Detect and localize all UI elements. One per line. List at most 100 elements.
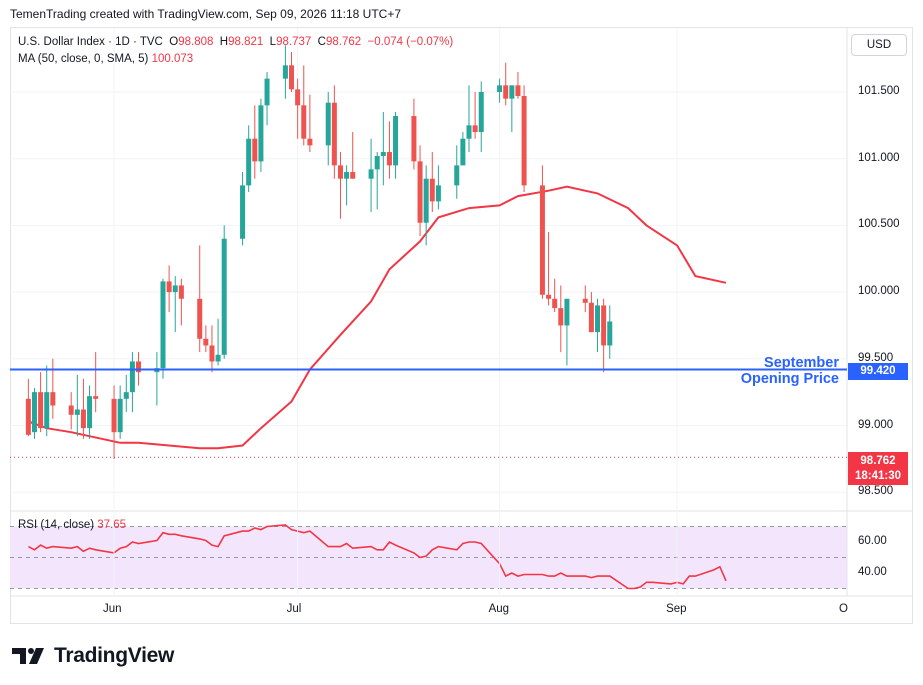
candle [166,265,172,313]
candle [172,276,178,333]
level-price-tag: 99.420 [848,363,908,380]
tradingview-logo[interactable]: TradingView [12,644,174,668]
last-price-tag: 98.762 18:41:30 [848,452,908,485]
candle-body [209,345,215,362]
candle [521,85,527,193]
candle [374,152,380,210]
candle-body [546,294,552,299]
ma-label[interactable]: MA (50, close, 0, SMA, 5) [18,53,149,65]
rsi-label[interactable]: RSI (14, close) [18,519,95,531]
rsi-pane [10,524,847,590]
candle-body [503,85,509,99]
annotation-line-2[interactable]: Opening Price [740,371,839,387]
candle [435,165,441,210]
candle-body [478,92,484,133]
candle-body [344,172,350,179]
high-value: 98.821 [228,36,264,48]
candle [123,374,129,413]
tradingview-logo-icon [12,648,44,664]
candle-body [74,409,80,415]
price-tick-label: 99.000 [858,418,894,431]
open-label: O [169,36,179,48]
candle [74,374,80,437]
candle-body [497,85,503,92]
rsi-legend[interactable]: RSI (14, close) 37.65 [18,519,126,531]
candle [460,132,466,166]
candle-body [160,281,166,369]
candle [503,62,509,106]
candle-body [601,305,607,346]
candle [509,85,515,133]
candle [595,298,601,353]
candle [80,378,86,439]
candle-body [350,172,356,179]
candle [209,325,215,373]
candle [558,285,564,353]
candle [380,112,386,186]
tradingview-brand: TradingView [54,644,175,667]
bar-countdown: 18:41:30 [854,470,902,482]
price-tick-label: 100.500 [858,218,900,231]
overlays [10,368,847,458]
candle-body [80,409,86,429]
candle-body [289,65,295,90]
symbol-name[interactable]: U.S. Dollar Index · 1D · TVC [18,36,163,48]
candle-body [393,116,399,166]
candle-body [307,138,313,146]
candle [252,105,258,179]
candle-body [564,298,570,326]
candle-body [582,298,588,303]
candle [111,385,117,459]
rsi-line [28,524,727,590]
candle-body [166,281,172,293]
time-tick-label: Jul [286,603,302,615]
candle-body [411,116,417,162]
open-value: 98.808 [178,36,214,48]
candle-body [136,361,142,373]
candle-body [509,85,515,99]
candle [386,121,392,179]
candle-body [595,305,601,333]
grid [10,28,913,597]
candle [117,385,123,439]
candle [258,98,264,173]
close-value: 98.762 [325,36,362,48]
candle-body [460,138,466,166]
candle [429,152,435,213]
candle-body [197,298,203,339]
candle [601,298,607,373]
candle [344,165,350,206]
candle-body [240,185,246,239]
ma-legend[interactable]: MA (50, close, 0, SMA, 5) 100.073 [18,53,193,65]
chart-attribution: TemenTrading created with TradingView.co… [10,7,402,21]
ma-line [28,185,727,450]
candle-body [252,138,258,162]
candle-body [38,392,44,429]
candles [25,45,613,459]
candle-body [337,165,343,179]
candle [411,98,417,170]
chart-frame [10,27,913,624]
low-value: 98.737 [276,36,312,48]
candle-body [221,238,227,355]
candle-body [472,125,478,133]
candle [87,385,93,439]
candle [307,94,313,153]
candle-body [87,396,93,429]
candle [178,278,184,326]
candle [221,225,227,359]
candle [154,352,160,406]
candle [197,245,203,353]
candle-body [44,392,50,429]
price-tick-label: 98.500 [858,485,894,498]
candle [301,65,307,146]
candle [552,278,558,313]
candle-body [301,105,307,139]
ohlc-legend[interactable]: U.S. Dollar Index · 1D · TVC O98.808 H98… [18,36,453,48]
currency-button[interactable]: USD [851,34,907,56]
candle [582,285,588,313]
candle [325,92,331,166]
candle-body [515,85,521,97]
annotation-line-1[interactable]: September [764,355,839,371]
